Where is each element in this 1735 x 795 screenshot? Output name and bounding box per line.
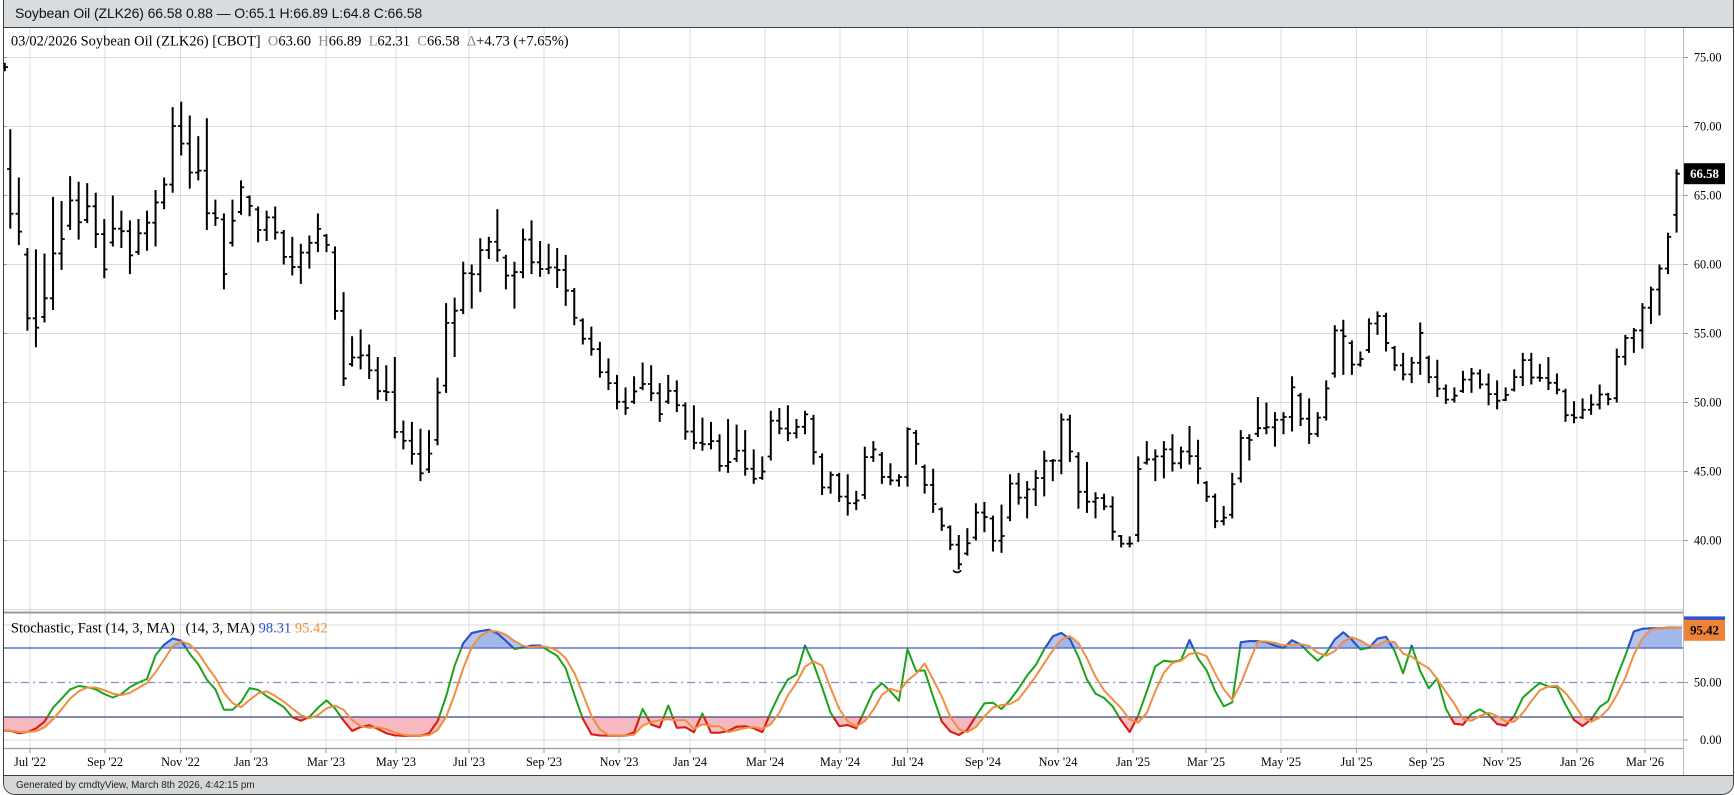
svg-text:Sep '25: Sep '25 <box>1408 755 1444 769</box>
svg-text:Sep '23: Sep '23 <box>525 755 561 769</box>
svg-text:45.00: 45.00 <box>1693 465 1721 479</box>
svg-text:50.00: 50.00 <box>1693 676 1721 690</box>
svg-text:Sep '24: Sep '24 <box>964 755 1000 769</box>
svg-text:60.00: 60.00 <box>1693 258 1721 272</box>
svg-text:03/02/2026 Soybean Oil (ZLK26): 03/02/2026 Soybean Oil (ZLK26) [CBOT] O6… <box>10 33 568 49</box>
svg-text:95.42: 95.42 <box>1690 624 1719 638</box>
svg-text:75.00: 75.00 <box>1693 51 1721 65</box>
svg-text:70.00: 70.00 <box>1693 120 1721 134</box>
svg-text:Jan '23: Jan '23 <box>234 755 268 769</box>
svg-text:May '23: May '23 <box>375 755 415 769</box>
svg-text:66.58: 66.58 <box>1690 167 1719 181</box>
svg-text:Jan '26: Jan '26 <box>1560 755 1594 769</box>
svg-text:Mar '26: Mar '26 <box>1625 755 1663 769</box>
svg-text:55.00: 55.00 <box>1693 327 1721 341</box>
svg-text:Nov '24: Nov '24 <box>1038 755 1077 769</box>
svg-text:Jan '25: Jan '25 <box>1116 755 1150 769</box>
svg-text:Jul '24: Jul '24 <box>891 755 923 769</box>
svg-text:Jul '25: Jul '25 <box>1340 755 1372 769</box>
svg-text:Sep '22: Sep '22 <box>86 755 122 769</box>
svg-text:May '25: May '25 <box>1260 755 1300 769</box>
svg-text:65.00: 65.00 <box>1693 189 1721 203</box>
svg-text:0.00: 0.00 <box>1699 733 1721 747</box>
svg-text:Mar '24: Mar '24 <box>745 755 783 769</box>
svg-text:Jul '22: Jul '22 <box>14 755 46 769</box>
svg-text:Nov '25: Nov '25 <box>1482 755 1521 769</box>
svg-text:Mar '23: Mar '23 <box>306 755 344 769</box>
svg-text:Stochastic, Fast (14, 3, MA): Stochastic, Fast (14, 3, MA) (14, 3, MA)… <box>10 620 327 636</box>
svg-text:50.00: 50.00 <box>1693 396 1721 410</box>
svg-text:Nov '22: Nov '22 <box>161 755 200 769</box>
svg-text:Jul '23: Jul '23 <box>453 755 485 769</box>
svg-text:40.00: 40.00 <box>1693 534 1721 548</box>
svg-text:Jan '24: Jan '24 <box>673 755 707 769</box>
svg-text:May '24: May '24 <box>819 755 859 769</box>
svg-text:Nov '23: Nov '23 <box>599 755 638 769</box>
svg-text:Mar '25: Mar '25 <box>1186 755 1224 769</box>
